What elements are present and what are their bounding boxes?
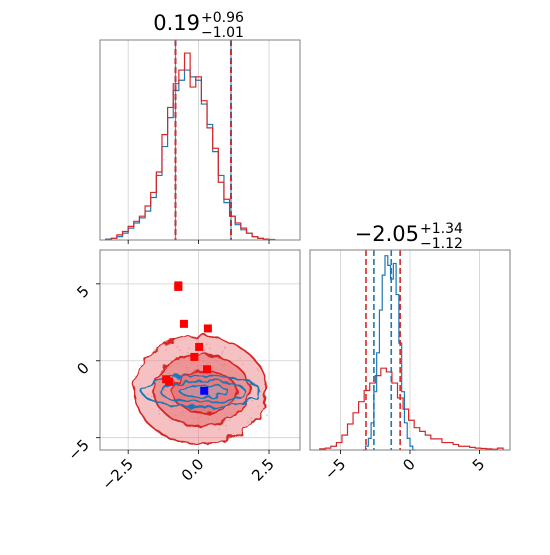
x-marginal-panel: 0.19 +0.96 −1.01	[99, 10, 301, 244]
x-marginal-title-minus: −1.01	[201, 25, 244, 41]
x-marginal-ticks	[127, 240, 270, 244]
xy-markers	[162, 281, 212, 395]
y-marginal-hist-red	[319, 367, 504, 450]
x-marginal-grid	[127, 40, 270, 240]
xy-scatter-point	[265, 414, 268, 416]
xy-scatter-point	[212, 452, 214, 454]
x-marginal-title-value: 0.19	[153, 11, 200, 35]
y-marginal-panel: −5 0 5 −2.05 +1.34 −1.12	[309, 221, 511, 483]
x-marginal-histograms	[105, 52, 276, 241]
x-marginal-frame	[99, 39, 301, 241]
xy-tick-label-x-0: −2.5	[99, 455, 137, 493]
xy-blue-contour-level-1	[159, 379, 246, 404]
y-marginal-grid	[340, 250, 480, 450]
x-marginal-hist-red	[105, 52, 276, 241]
y-marginal-histograms	[319, 255, 504, 451]
xy-blue-contours	[141, 374, 262, 409]
y-marginal-title-value: −2.05	[355, 222, 419, 246]
xy-red-marker-1	[174, 282, 183, 291]
x-marginal-hist-blue	[105, 69, 276, 241]
y-marginal-tick-label-0: −5	[321, 455, 349, 483]
xy-red-marker-5	[190, 352, 199, 361]
y-marginal-tick-label-2: 5	[469, 455, 488, 474]
xy-red-marker-2	[179, 319, 188, 328]
xy-red-marker-4	[195, 342, 204, 351]
xy-tick-label-x-2: 2.5	[248, 455, 278, 485]
xy-contour-frame	[99, 249, 301, 451]
xy-blue-marker	[200, 386, 209, 395]
x-marginal-title-plus: +0.96	[201, 10, 244, 26]
xy-red-marker-3	[203, 324, 212, 333]
y-marginal-ticks: −5 0 5	[321, 450, 488, 483]
xy-blue-contour-level-0	[141, 374, 262, 409]
y-marginal-title-minus: −1.12	[420, 236, 463, 252]
y-marginal-quantile-lines	[365, 250, 401, 450]
xy-tick-label-x-1: 0.0	[178, 455, 208, 485]
xy-contour-panel: −2.5 0.0 2.5 −5 0 5	[64, 249, 301, 494]
y-marginal-title-plus: +1.34	[420, 221, 463, 237]
xy-tick-label-y-2: 5	[73, 282, 92, 301]
xy-red-marker-8	[165, 377, 174, 386]
y-marginal-hist-blue	[362, 255, 416, 451]
y-marginal-tick-label-1: 0	[399, 455, 418, 474]
xy-tick-label-y-0: −5	[64, 436, 92, 464]
x-marginal-quantile-lines	[174, 40, 232, 240]
xy-tick-label-y-1: 0	[73, 359, 92, 378]
xy-red-marker-6	[203, 365, 212, 374]
